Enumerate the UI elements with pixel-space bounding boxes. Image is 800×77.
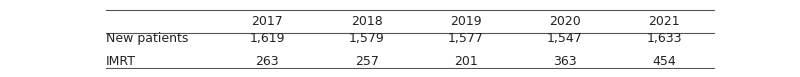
Text: 454: 454	[652, 55, 676, 68]
Text: 257: 257	[354, 55, 378, 68]
Text: 2019: 2019	[450, 15, 482, 28]
Text: 2020: 2020	[549, 15, 581, 28]
Text: 2017: 2017	[251, 15, 283, 28]
Text: 1,579: 1,579	[349, 32, 385, 45]
Text: 363: 363	[553, 55, 577, 68]
Text: 1,619: 1,619	[250, 32, 285, 45]
Text: 263: 263	[255, 55, 279, 68]
Text: 2018: 2018	[350, 15, 382, 28]
Text: New patients: New patients	[106, 32, 189, 45]
Text: 1,577: 1,577	[448, 32, 484, 45]
Text: 201: 201	[454, 55, 478, 68]
Text: 1,547: 1,547	[547, 32, 583, 45]
Text: 2021: 2021	[648, 15, 680, 28]
Text: 1,633: 1,633	[646, 32, 682, 45]
Text: IMRT: IMRT	[106, 55, 136, 68]
